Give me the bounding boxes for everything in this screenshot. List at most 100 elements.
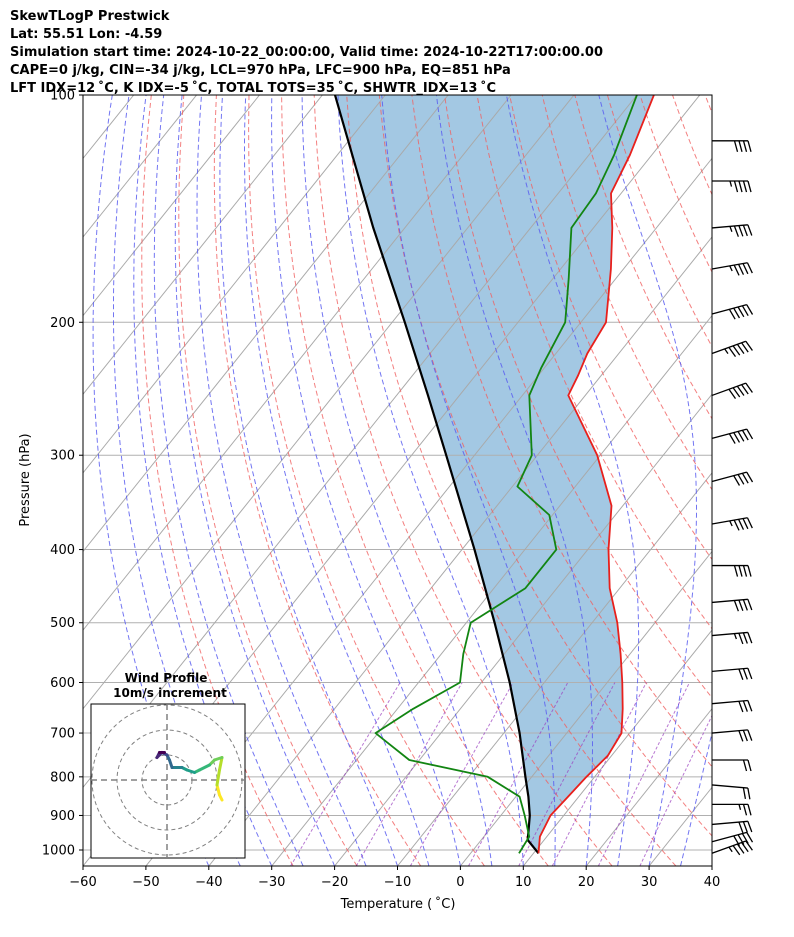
wind-barb-flag <box>742 668 748 680</box>
hodograph-segment <box>198 763 211 772</box>
isotherm-line <box>711 865 712 866</box>
wind-barb-flag <box>741 384 749 395</box>
y-tick-label: 300 <box>50 449 75 464</box>
wind-barb-flag <box>741 342 749 353</box>
moist-adiabat-line <box>174 95 336 866</box>
dry-adiabat-line <box>378 95 712 837</box>
wind-barb-flag <box>747 632 753 644</box>
wind-barb-flag <box>738 633 744 645</box>
hodograph-subtitle: 10m/s increment <box>113 686 227 700</box>
wind-barb-flag <box>747 180 752 193</box>
isotherm-line <box>83 95 449 553</box>
y-tick-label: 800 <box>50 770 75 785</box>
wind-barb-flag <box>742 565 748 577</box>
wind-barb <box>711 820 753 834</box>
wind-barb-flag <box>737 431 745 442</box>
x-tick-label: −20 <box>321 875 348 890</box>
wind-barb <box>711 382 753 399</box>
wind-barb <box>711 667 753 680</box>
wind-barb-flag <box>741 305 749 317</box>
wind-barb-flag <box>747 700 753 712</box>
dry-adiabat-line <box>178 95 358 866</box>
dry-adiabat-line <box>141 95 294 866</box>
wind-barb-flag <box>737 474 745 485</box>
x-tick-label: −50 <box>132 875 159 890</box>
wind-barb-flag <box>733 307 741 319</box>
isotherm-line <box>83 95 386 474</box>
wind-barb-half-flag <box>729 180 733 187</box>
dry-adiabat-line <box>672 95 712 196</box>
wind-barb-flag <box>741 833 749 844</box>
wind-barb-flag <box>742 632 748 644</box>
mixing-ratio-line <box>597 682 690 866</box>
hodograph-segment <box>218 756 224 772</box>
wind-barb-flag <box>747 668 753 680</box>
wind-barb-flag <box>728 308 736 320</box>
wind-barb-flag <box>741 429 749 441</box>
header-latlon: Lat: 55.51 Lon: -4.59 <box>10 27 163 42</box>
y-tick-label: 200 <box>50 316 75 331</box>
moist-adiabat-line <box>153 95 304 866</box>
moist-adiabat-line <box>244 95 430 866</box>
dry-adiabat-line <box>476 95 712 630</box>
moist-adiabat-line <box>337 95 524 866</box>
wind-barb-flag <box>733 225 739 237</box>
isotherm-line <box>585 707 712 866</box>
hodograph-segment <box>215 783 221 797</box>
isotherm-line <box>460 550 712 866</box>
wind-barb-flag <box>747 821 753 833</box>
wind-barb-half-flag <box>729 520 733 527</box>
wind-barb-flag <box>742 759 748 772</box>
header-indices-2: LFT IDX=12 ˚C, K IDX=-5 ˚C, TOTAL TOTS=3… <box>10 81 497 96</box>
wind-barb-flag <box>732 387 741 398</box>
wind-barb-flag <box>746 832 754 843</box>
isotherm-line <box>83 95 575 710</box>
wind-barb-flag <box>738 519 745 530</box>
wind-barb-staff <box>711 820 748 826</box>
wind-barb <box>711 729 753 742</box>
wind-barb-flag <box>747 140 752 152</box>
header-station: SkewTLogP Prestwick <box>10 9 170 24</box>
wind-barb-flag <box>732 345 741 356</box>
wind-barb-flag <box>733 565 739 577</box>
isotherm-line <box>0 95 71 866</box>
dry-adiabat-line <box>541 95 712 491</box>
wind-barb-flag <box>746 304 754 315</box>
wind-barb-flag <box>746 262 753 274</box>
wind-barb-flag <box>738 225 744 237</box>
mixing-ratio-line <box>355 682 463 866</box>
header-indices-1: CAPE=0 j/kg, CIN=-34 j/kg, LCL=970 hPa, … <box>10 63 511 78</box>
moist-adiabat-line <box>133 95 273 866</box>
wind-barb-flag <box>733 519 740 531</box>
isotherm-line <box>83 95 323 396</box>
wind-barb-flag <box>733 835 741 847</box>
dewpoint-profile-line <box>374 95 638 854</box>
wind-barb-staff <box>711 840 747 854</box>
wind-barb-flag <box>733 475 741 486</box>
wind-barb <box>711 224 753 237</box>
wind-barb-flag <box>745 340 753 351</box>
wind-barb-staff <box>711 784 748 789</box>
wind-barb <box>711 631 753 645</box>
wind-barb-flag <box>736 385 745 396</box>
wind-barb <box>711 262 753 276</box>
wind-barb-flag <box>742 804 748 816</box>
mixing-ratio-line <box>468 682 569 866</box>
wind-barb <box>711 517 753 531</box>
wind-barb-half-flag <box>728 846 733 853</box>
parcel-shading-area <box>335 95 654 854</box>
wind-barb-staff <box>711 382 747 397</box>
wind-barb-staff <box>711 699 748 705</box>
y-tick-label: 700 <box>50 727 75 742</box>
moist-adiabat-line <box>381 95 556 866</box>
wind-barb-flag <box>733 264 740 276</box>
wind-barb-flag <box>742 263 749 275</box>
x-tick-label: 10 <box>515 875 532 890</box>
wind-barb-flag <box>747 565 752 577</box>
wind-barb-staff <box>711 729 748 734</box>
hodograph-plot <box>91 704 245 858</box>
wind-barb-flag <box>742 599 748 611</box>
moist-adiabat-line <box>598 95 697 866</box>
wind-barb-half-flag <box>729 265 733 272</box>
